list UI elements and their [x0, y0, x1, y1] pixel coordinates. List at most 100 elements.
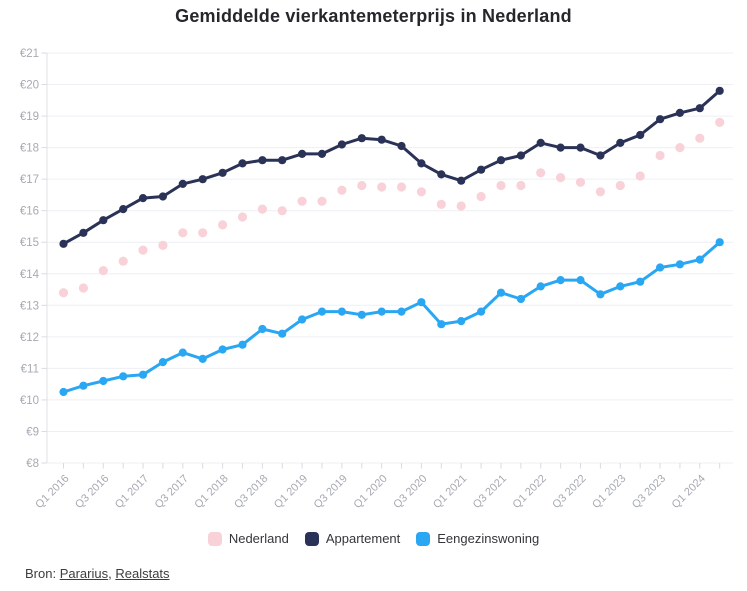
data-point: [99, 376, 108, 386]
x-tick-label: Q1 2018: [192, 473, 230, 511]
data-point: [198, 175, 207, 184]
data-point: [198, 228, 208, 238]
y-tick-label: €17: [20, 174, 39, 186]
data-point: [158, 240, 168, 250]
data-point: [59, 239, 68, 248]
data-point: [337, 307, 346, 316]
data-point: [78, 283, 88, 293]
data-point: [337, 185, 347, 195]
data-point: [695, 104, 704, 113]
data-point: [715, 117, 725, 127]
data-point: [58, 288, 69, 298]
x-tick-label: Q3 2022: [550, 473, 588, 511]
data-point: [457, 317, 466, 326]
y-tick-label: €9: [26, 426, 39, 438]
data-point: [79, 381, 88, 390]
x-tick-label: Q1 2019: [272, 473, 310, 511]
data-point: [477, 165, 486, 174]
data-point: [636, 130, 645, 140]
data-point: [397, 141, 406, 151]
data-point: [417, 159, 426, 168]
data-point: [416, 187, 426, 197]
data-point: [695, 133, 705, 143]
data-point: [317, 149, 327, 158]
y-tick-label: €13: [20, 300, 39, 312]
data-point: [656, 115, 665, 124]
data-point: [675, 143, 685, 153]
data-point: [615, 180, 625, 191]
x-tick-label: Q1 2024: [670, 473, 708, 511]
data-point: [675, 108, 685, 117]
data-point: [158, 358, 167, 367]
data-point: [59, 387, 68, 397]
x-tick-label: Q3 2021: [471, 473, 509, 511]
data-point: [575, 177, 586, 187]
data-point: [178, 228, 188, 238]
data-point: [298, 149, 307, 158]
legend-label-nederland: Nederland: [228, 531, 289, 546]
source-separator: ,: [108, 566, 116, 581]
x-tick-label: Q3 2016: [73, 473, 111, 511]
y-tick-label: €15: [20, 237, 39, 249]
axes: €8 €9 €10 €11 €12 €13 €14 €15 €16 €17 €18 €19 €20 €21…: [20, 48, 721, 511]
data-point: [536, 282, 545, 291]
source-link-realstats[interactable]: Realstats: [115, 566, 170, 581]
data-point: [417, 298, 426, 307]
data-point: [98, 266, 108, 276]
data-point: [218, 168, 227, 177]
data-point: [715, 86, 724, 95]
data-point: [616, 138, 625, 147]
x-tick-label: Q3 2023: [630, 473, 668, 511]
series-line-appartement: [62, 89, 722, 246]
data-point: [258, 324, 267, 334]
legend-item-appartement[interactable]: Appartement: [304, 531, 401, 546]
y-tick-label: €10: [20, 395, 39, 407]
data-point: [437, 320, 446, 329]
gridlines: [47, 52, 733, 464]
data-point: [357, 180, 367, 191]
data-point: [297, 196, 307, 206]
data-point: [257, 204, 267, 214]
data-point: [556, 276, 565, 285]
data-point: [675, 260, 685, 269]
legend-label-appartement: Appartement: [325, 531, 401, 546]
series-nederland: [58, 117, 725, 298]
data-point: [715, 238, 724, 247]
data-point: [119, 205, 128, 214]
data-point: [695, 255, 704, 264]
data-point: [477, 307, 486, 316]
y-tick-label: €21: [20, 48, 39, 60]
source-link-pararius[interactable]: Pararius: [59, 566, 109, 581]
y-tick-label: €12: [20, 332, 39, 344]
data-point: [655, 150, 665, 161]
data-point: [118, 256, 128, 266]
data-point: [457, 176, 466, 185]
data-point: [596, 151, 605, 160]
data-point: [496, 156, 506, 165]
x-tick-label: Q3 2018: [232, 473, 270, 511]
data-point: [278, 156, 287, 165]
data-point: [516, 180, 526, 191]
data-point: [218, 220, 228, 230]
data-point: [377, 182, 387, 192]
data-point: [536, 168, 546, 178]
data-point: [178, 179, 187, 188]
data-point: [337, 140, 346, 149]
x-tick-label: Q3 2020: [391, 473, 429, 511]
x-tick-label: Q1 2016: [33, 473, 71, 511]
y-tick-label: €11: [21, 363, 39, 375]
data-point: [636, 277, 645, 286]
legend-item-nederland[interactable]: Nederland: [207, 531, 289, 546]
data-point: [278, 329, 287, 338]
data-point: [516, 151, 526, 160]
data-point: [377, 307, 386, 316]
y-tick-label: €19: [20, 111, 39, 123]
legend-item-eengezinswoning[interactable]: Eengezinswoning: [416, 531, 539, 546]
x-tick-label: Q1 2023: [590, 473, 628, 511]
x-tick-label: Q3 2019: [312, 473, 350, 511]
y-tick-label: €18: [20, 143, 39, 155]
data-point: [218, 345, 227, 354]
data-point: [516, 294, 526, 304]
data-point: [277, 206, 287, 216]
series-appartement: [59, 86, 724, 248]
